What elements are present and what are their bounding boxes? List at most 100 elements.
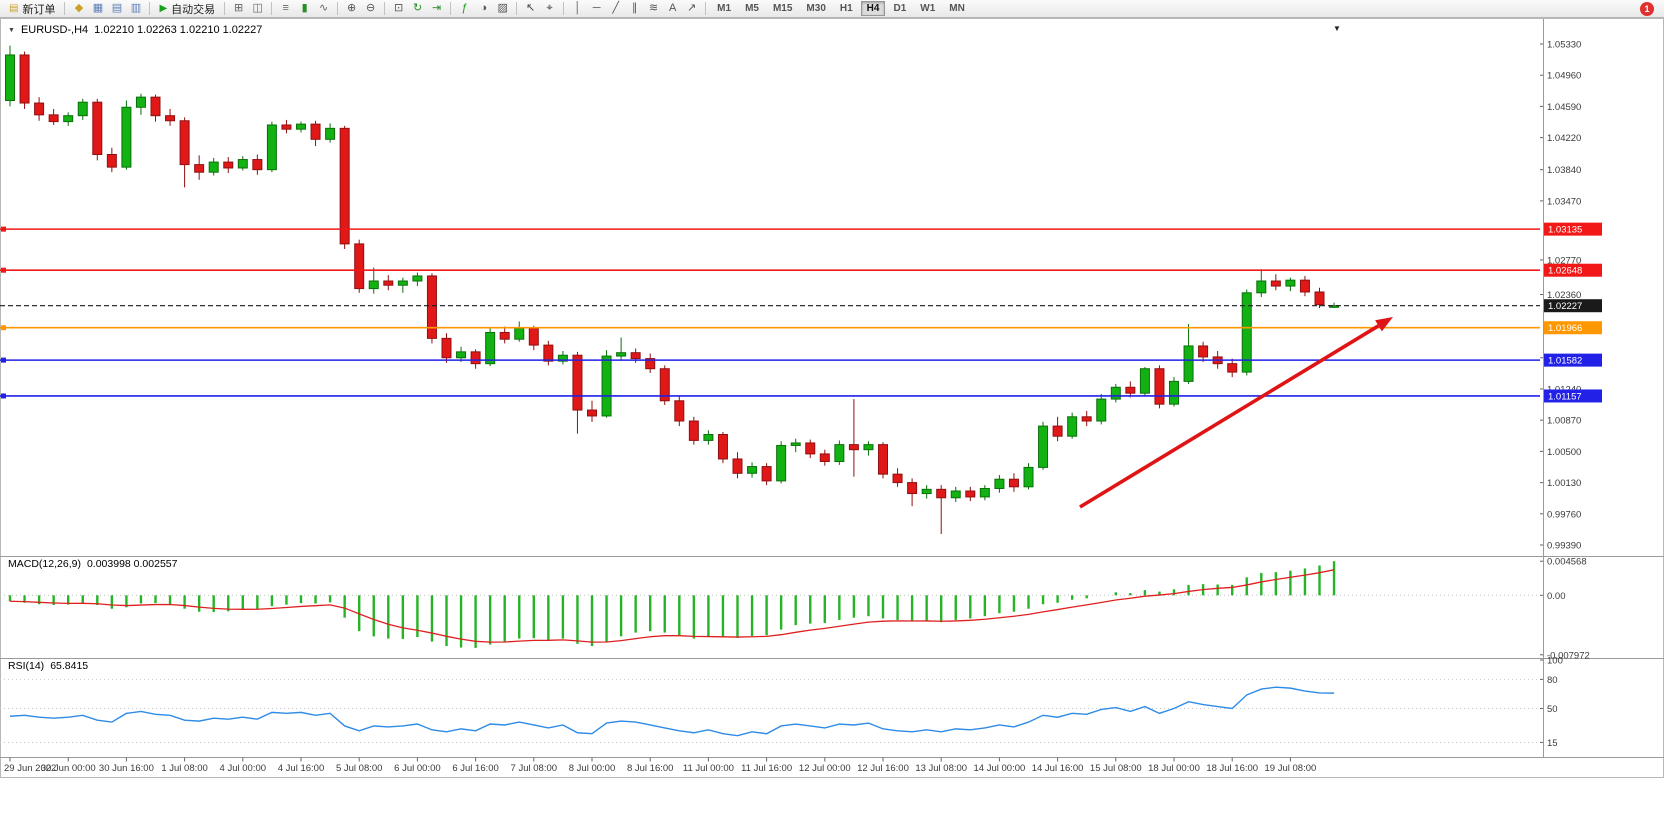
market-watch-icon[interactable]: ◆ [74, 1, 84, 14]
candle-body [703, 434, 714, 441]
zoom-out-icon[interactable]: ⊖ [366, 1, 376, 14]
toolbar: ▤ 新订单 ◆ ▦ ▤ ▥ ▶ 自动交易 ⊞ ◫ ≡ ▮ ∿ ⊕ ⊖ ⊡ ↻ ⇥ ƒ ◑ ▨ ↖ ⌖ │ ─ ╱ ∥ ≋ A ↗ M1 M5 M… [0, 0, 1664, 18]
line-anchor-marker[interactable] [1, 226, 6, 232]
axis-label: 6 Jul 00:00 [394, 763, 440, 774]
vertical-line-icon[interactable]: │ [574, 1, 582, 14]
candle-body [412, 275, 423, 282]
toolbar-separator [450, 2, 452, 15]
line-chart-icon[interactable]: ∿ [319, 1, 329, 14]
indicators-icon[interactable]: ƒ [461, 1, 468, 14]
axis-label: 1.00870 [1547, 416, 1581, 427]
terminal-icon[interactable]: ▥ [130, 1, 142, 14]
zoom-in-icon[interactable]: ⊕ [347, 1, 357, 14]
trend-arrow-line[interactable] [1079, 324, 1380, 509]
candle-body [310, 123, 321, 140]
candle-body [179, 120, 190, 166]
line-anchor-marker[interactable] [1, 325, 6, 331]
axis-label: 1.02648 [1548, 266, 1582, 277]
candle-body [165, 115, 176, 122]
candle-body [819, 453, 830, 462]
timeframe-d1-button[interactable]: D1 [893, 3, 907, 14]
toolbar-separator [337, 2, 339, 15]
timeframe-mn-button[interactable]: MN [949, 3, 965, 14]
new-order-button[interactable]: ▤ 新订单 [4, 1, 60, 17]
chart-profiles-icon[interactable]: ◫ [252, 1, 263, 14]
cursor-icon[interactable]: ↖ [526, 1, 536, 14]
channel-icon[interactable]: ∥ [631, 1, 638, 14]
candle-body [1198, 345, 1209, 358]
candle-body [776, 444, 787, 482]
candle-body [1110, 386, 1121, 400]
text-icon[interactable]: A [668, 1, 677, 14]
candle-body [1154, 368, 1165, 405]
candle-body [1169, 380, 1179, 405]
candle-body [470, 351, 481, 365]
one-click-collapse-icon[interactable]: ▼ [8, 27, 15, 34]
candle-body [950, 490, 961, 499]
line-anchor-marker[interactable] [1, 393, 6, 399]
arrows-icon[interactable]: ↗ [687, 1, 697, 14]
candle-body [848, 444, 859, 451]
axis-label: 1.04590 [1547, 102, 1581, 113]
timeframe-m15-button[interactable]: M15 [772, 3, 793, 14]
axis-label: 1.04960 [1547, 71, 1581, 82]
timeframe-w1-button[interactable]: W1 [920, 3, 936, 14]
bar-chart-icon[interactable]: ≡ [282, 1, 289, 14]
candle-body [252, 159, 263, 171]
candlesticks [5, 45, 1340, 535]
trend-arrow-head[interactable] [1375, 317, 1393, 332]
auto-trading-button[interactable]: ▶ 自动交易 [154, 1, 220, 17]
notifications-badge[interactable]: 1 [1640, 1, 1654, 16]
axis-label: 11 Jul 00:00 [683, 763, 734, 774]
new-chart-icon[interactable]: ⊞ [234, 1, 244, 14]
candlestick-chart-icon[interactable]: ▮ [301, 1, 308, 14]
macd-indicator-values: 0.003998 0.002557 [86, 558, 178, 570]
timeframe-m1-button[interactable]: M1 [717, 3, 732, 14]
tile-windows-icon[interactable]: ⊡ [394, 1, 404, 14]
auto-scroll-icon[interactable]: ↻ [413, 1, 423, 14]
templates-icon[interactable]: ▨ [497, 1, 508, 14]
timeframe-m5-button[interactable]: M5 [745, 3, 759, 14]
toolbar-separator [224, 2, 226, 15]
candle-body [223, 161, 234, 169]
candle-body [150, 96, 161, 117]
axis-label: 19 Jul 08:00 [1265, 763, 1317, 774]
trendline-icon[interactable]: ╱ [612, 1, 619, 14]
fibonacci-icon[interactable]: ≋ [649, 1, 659, 14]
data-window-icon[interactable]: ▦ [92, 1, 104, 14]
line-anchor-marker[interactable] [1, 357, 6, 363]
chart-shift-marker[interactable]: ▼ [1333, 24, 1341, 33]
axis-label: 18 Jul 00:00 [1148, 763, 1200, 774]
candle-body [863, 444, 874, 451]
chart-shift-icon[interactable]: ⇥ [432, 1, 442, 14]
axis-label: 14 Jul 00:00 [974, 763, 1026, 774]
axis-label: 13 Jul 08:00 [915, 763, 967, 774]
candle-body [1256, 280, 1267, 294]
candle-body [1052, 425, 1063, 437]
rsi-indicator-name: RSI(14) [8, 660, 45, 672]
timeframe-h4-button[interactable]: H4 [860, 1, 886, 16]
price-axis: 1.05330 1.04960 1.04590 1.04220 1.03840 1.034… [1540, 40, 1602, 551]
chart-plot-area[interactable] [0, 19, 1540, 556]
rsi-line [9, 686, 1335, 737]
navigator-icon[interactable]: ▤ [111, 1, 123, 14]
price-badge-1.01582 [1544, 353, 1602, 367]
crosshair-icon[interactable]: ⌖ [546, 1, 553, 14]
periods-icon[interactable]: ◑ [480, 1, 487, 14]
axis-label: 50 [1547, 704, 1558, 715]
horizontal-line-icon[interactable]: ─ [592, 1, 601, 14]
macd-panel-label: MACD(12,26,9) 0.003998 0.002557 [8, 558, 177, 570]
candle-body [194, 164, 205, 173]
candle-body [790, 442, 801, 446]
candle-body [645, 358, 656, 370]
toolbar-separator [271, 2, 273, 15]
timeframe-m30-button[interactable]: M30 [806, 3, 826, 14]
axis-label: 1.01582 [1548, 356, 1582, 367]
line-anchor-marker[interactable] [1, 267, 6, 273]
candle-body [63, 115, 74, 123]
timeframe-h1-button[interactable]: H1 [839, 3, 853, 14]
axis-label: 0.99760 [1547, 509, 1581, 520]
candle-body [135, 96, 146, 108]
candle-body [208, 161, 219, 173]
